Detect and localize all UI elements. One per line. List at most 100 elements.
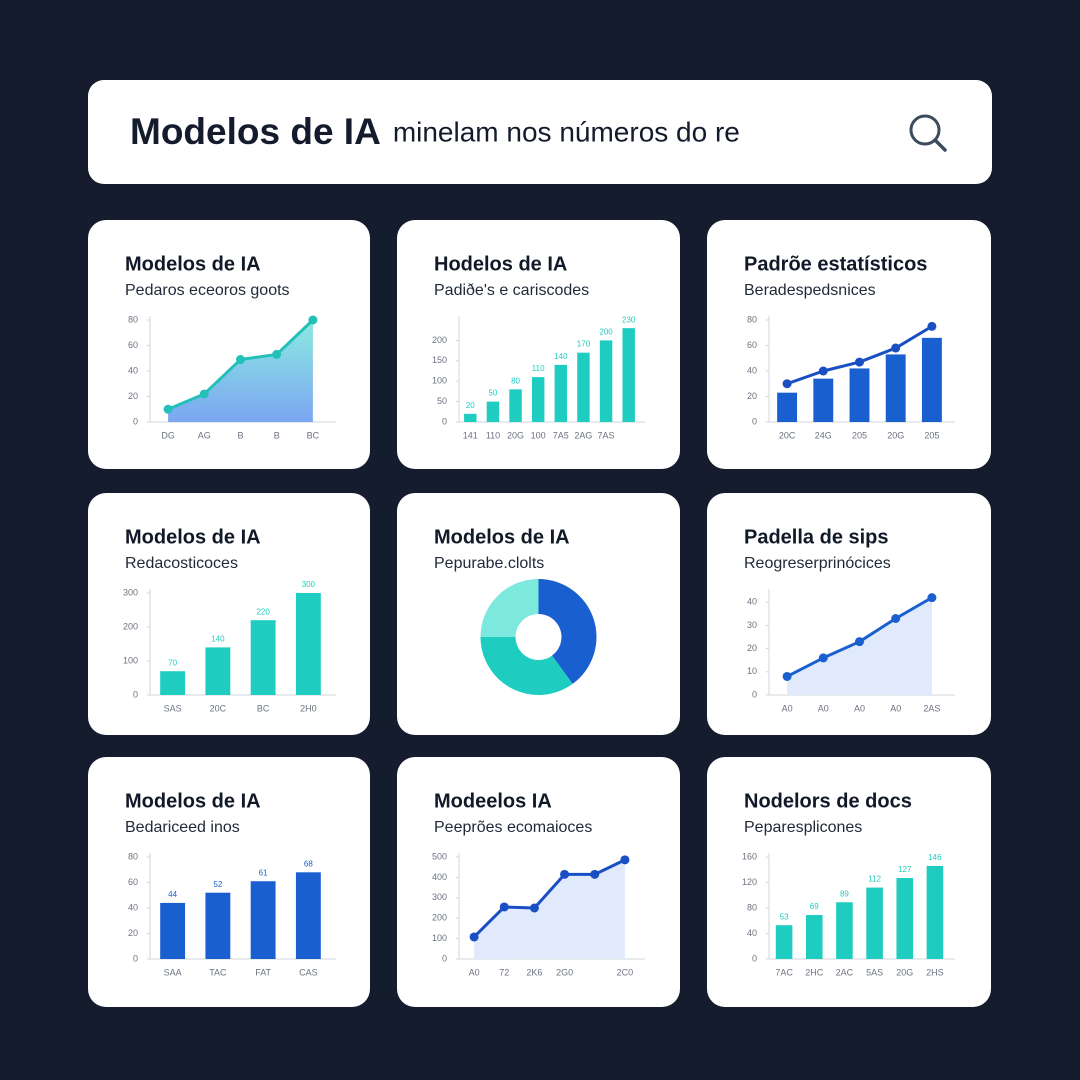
y-tick-label: 40 bbox=[128, 902, 138, 912]
x-tick-label: 205 bbox=[852, 430, 867, 440]
point bbox=[927, 593, 937, 603]
point bbox=[529, 903, 539, 913]
x-tick-label: 7A5 bbox=[553, 430, 569, 440]
x-tick-label: 141 bbox=[463, 430, 478, 440]
search-icon-handle bbox=[933, 138, 947, 152]
y-tick-label: 0 bbox=[752, 689, 757, 699]
x-tick-label: 24G bbox=[815, 430, 832, 440]
x-tick-label: 2K6 bbox=[526, 967, 542, 977]
point bbox=[927, 321, 937, 331]
point bbox=[818, 653, 828, 663]
y-tick-label: 0 bbox=[133, 689, 138, 699]
data-label: 230 bbox=[622, 315, 636, 324]
bar bbox=[866, 887, 883, 959]
chart-title: Modelos de IA bbox=[125, 790, 261, 812]
y-tick-label: 20 bbox=[747, 391, 757, 401]
y-tick-label: 300 bbox=[123, 587, 138, 597]
chart-card: Modelos de IA Bedariceed inos 0 20 40 60 80 SAA… bbox=[88, 757, 370, 1007]
chart-card: Nodelors de docs Peparesplicones 0 40 80 120 1… bbox=[707, 757, 991, 1007]
bar bbox=[849, 368, 870, 422]
search-icon-lens bbox=[909, 114, 941, 146]
point bbox=[469, 932, 479, 942]
search-bar[interactable] bbox=[88, 80, 992, 184]
bar bbox=[836, 902, 853, 959]
chart-subtitle: Reogreserprinócices bbox=[744, 555, 891, 572]
point bbox=[499, 902, 509, 912]
y-tick-label: 100 bbox=[123, 655, 138, 665]
data-label: 69 bbox=[810, 902, 819, 911]
x-tick-label: TAC bbox=[209, 967, 227, 977]
data-label: 300 bbox=[302, 580, 316, 589]
x-tick-label: A0 bbox=[818, 703, 829, 713]
y-tick-label: 200 bbox=[432, 913, 447, 923]
x-tick-label: 72 bbox=[499, 967, 509, 977]
data-label: 68 bbox=[304, 859, 313, 868]
chart-card: Modeelos IA Peeprões ecomaioces 0 100 200 300… bbox=[397, 757, 680, 1007]
bar bbox=[531, 377, 545, 422]
x-tick-label: 2HC bbox=[805, 967, 824, 977]
y-tick-label: 40 bbox=[747, 597, 757, 607]
bar bbox=[775, 925, 793, 959]
y-tick-label: 20 bbox=[747, 643, 757, 653]
bar bbox=[205, 647, 231, 695]
chart-title: Modelos de IA bbox=[125, 253, 261, 275]
point bbox=[891, 614, 901, 623]
x-tick-label: 2G0 bbox=[556, 967, 573, 977]
bar bbox=[599, 340, 613, 422]
x-tick-label: 20G bbox=[896, 967, 913, 977]
chart-title: Modelos de IA bbox=[125, 526, 261, 548]
y-tick-label: 300 bbox=[432, 892, 447, 902]
bar bbox=[295, 593, 321, 695]
y-tick-label: 100 bbox=[432, 933, 447, 943]
bar bbox=[250, 881, 276, 959]
search-icon[interactable] bbox=[909, 114, 947, 152]
point bbox=[855, 637, 864, 647]
header-title-bold: Modelos de IA bbox=[130, 111, 381, 152]
x-tick-label: A0 bbox=[890, 703, 901, 713]
chart-card: Modelos de IA Redacosticoces 0 100 200 300 SAS… bbox=[88, 493, 370, 735]
bar bbox=[160, 671, 186, 695]
bar bbox=[926, 865, 944, 959]
chart-title: Modeelos IA bbox=[434, 790, 552, 812]
data-label: 52 bbox=[213, 880, 222, 889]
y-tick-label: 80 bbox=[747, 314, 757, 324]
x-tick-label: B bbox=[274, 430, 280, 440]
x-tick-label: CAS bbox=[299, 967, 318, 977]
x-tick-label: BC bbox=[257, 703, 270, 713]
y-tick-label: 80 bbox=[747, 902, 757, 912]
bar bbox=[160, 902, 186, 959]
x-tick-label: 7AS bbox=[598, 430, 615, 440]
chart-subtitle: Peparesplicones bbox=[744, 819, 862, 836]
point bbox=[782, 379, 792, 389]
data-label: 70 bbox=[168, 658, 177, 667]
y-tick-label: 60 bbox=[128, 877, 138, 887]
y-tick-label: 30 bbox=[747, 620, 757, 630]
area bbox=[474, 859, 625, 959]
donut-slice bbox=[480, 637, 573, 695]
y-tick-label: 20 bbox=[128, 391, 138, 401]
y-tick-label: 0 bbox=[133, 416, 138, 426]
chart-title: Hodelos de IA bbox=[434, 253, 567, 275]
chart-title: Modelos de IA bbox=[434, 526, 570, 548]
point bbox=[782, 671, 792, 681]
y-tick-label: 100 bbox=[432, 376, 447, 386]
x-tick-label: BC bbox=[307, 430, 320, 440]
chart-subtitle: Pepurabe.clolts bbox=[434, 555, 544, 572]
y-tick-label: 160 bbox=[742, 851, 757, 861]
x-tick-label: 2AS bbox=[923, 703, 940, 713]
x-tick-label: 20C bbox=[210, 703, 227, 713]
data-label: 80 bbox=[511, 376, 520, 385]
chart-subtitle: Peeprões ecomaioces bbox=[434, 819, 592, 836]
y-tick-label: 0 bbox=[133, 953, 138, 963]
x-tick-label: A0 bbox=[469, 967, 480, 977]
chart-card: Padella de sips Reogreserprinócices 0 10 20 3… bbox=[707, 493, 991, 735]
point bbox=[560, 869, 570, 879]
y-tick-label: 0 bbox=[752, 953, 757, 963]
x-tick-label: 2AC bbox=[836, 967, 854, 977]
bar bbox=[813, 378, 834, 422]
y-tick-label: 200 bbox=[432, 335, 447, 345]
x-tick-label: 20G bbox=[887, 430, 904, 440]
x-tick-label: A0 bbox=[854, 703, 865, 713]
